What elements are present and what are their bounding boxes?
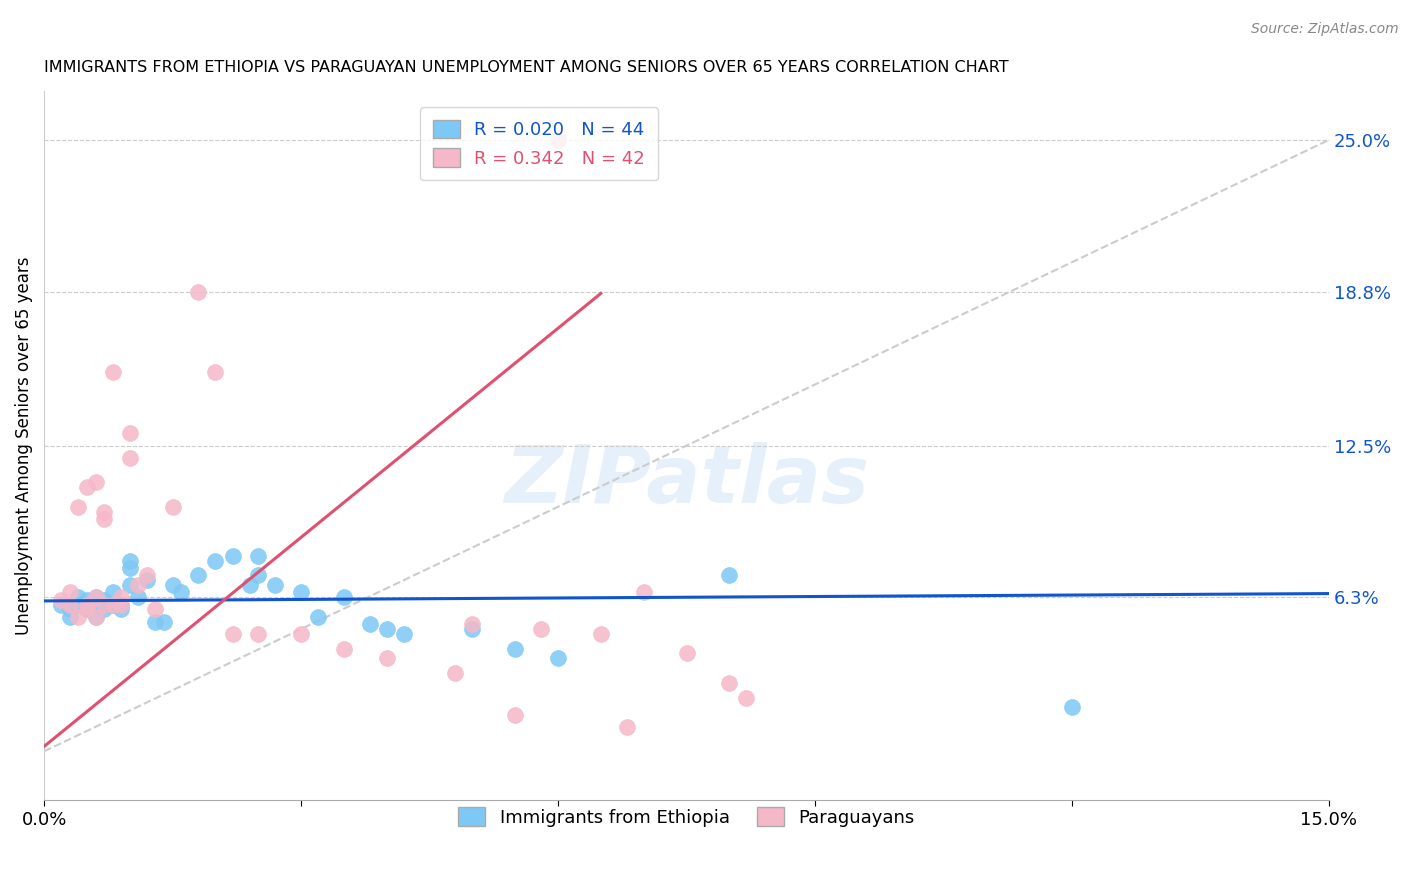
Point <box>118 426 141 441</box>
Point <box>110 591 132 605</box>
Point <box>547 651 569 665</box>
Point <box>170 585 193 599</box>
Point <box>392 627 415 641</box>
Text: ZIPatlas: ZIPatlas <box>503 442 869 520</box>
Point <box>247 627 270 641</box>
Point <box>84 609 107 624</box>
Point <box>239 578 262 592</box>
Point <box>333 641 356 656</box>
Text: Source: ZipAtlas.com: Source: ZipAtlas.com <box>1251 22 1399 37</box>
Point <box>718 568 741 582</box>
Point <box>76 592 98 607</box>
Point <box>93 592 115 607</box>
Point <box>204 553 226 567</box>
Y-axis label: Unemployment Among Seniors over 65 years: Unemployment Among Seniors over 65 years <box>15 256 32 635</box>
Point <box>118 450 141 465</box>
Point <box>67 609 90 624</box>
Point <box>135 568 157 582</box>
Point <box>101 598 124 612</box>
Point <box>84 591 107 605</box>
Point <box>76 602 98 616</box>
Point <box>675 647 697 661</box>
Point <box>307 609 329 624</box>
Point <box>93 602 115 616</box>
Point <box>118 553 141 567</box>
Point <box>375 622 398 636</box>
Point <box>84 475 107 490</box>
Legend: Immigrants from Ethiopia, Paraguayans: Immigrants from Ethiopia, Paraguayans <box>451 800 922 834</box>
Point <box>290 627 312 641</box>
Point <box>718 676 741 690</box>
Point <box>735 690 758 705</box>
Point <box>187 568 209 582</box>
Text: IMMIGRANTS FROM ETHIOPIA VS PARAGUAYAN UNEMPLOYMENT AMONG SENIORS OVER 65 YEARS : IMMIGRANTS FROM ETHIOPIA VS PARAGUAYAN U… <box>44 60 1008 75</box>
Point <box>153 615 176 629</box>
Point <box>633 585 655 599</box>
Point <box>461 617 484 632</box>
Point <box>162 578 184 592</box>
Point <box>145 602 167 616</box>
Point <box>110 602 132 616</box>
Point <box>84 609 107 624</box>
Point <box>76 598 98 612</box>
Point <box>93 598 115 612</box>
Point <box>264 578 287 592</box>
Point <box>76 602 98 616</box>
Point <box>375 651 398 665</box>
Point <box>110 598 132 612</box>
Point <box>67 598 90 612</box>
Point <box>84 598 107 612</box>
Point <box>444 666 467 681</box>
Point <box>127 591 149 605</box>
Point <box>84 591 107 605</box>
Point <box>530 622 553 636</box>
Point <box>547 133 569 147</box>
Point <box>1060 700 1083 714</box>
Point <box>51 592 73 607</box>
Point <box>101 585 124 599</box>
Point <box>76 480 98 494</box>
Point <box>503 641 526 656</box>
Point <box>127 578 149 592</box>
Point <box>616 720 638 734</box>
Point <box>59 602 82 616</box>
Point <box>333 591 356 605</box>
Point <box>118 561 141 575</box>
Point <box>59 598 82 612</box>
Point <box>101 598 124 612</box>
Point <box>145 615 167 629</box>
Point <box>247 568 270 582</box>
Point <box>51 598 73 612</box>
Point <box>93 505 115 519</box>
Point <box>461 622 484 636</box>
Point <box>187 285 209 299</box>
Point <box>359 617 381 632</box>
Point <box>503 707 526 722</box>
Point <box>93 512 115 526</box>
Point <box>59 609 82 624</box>
Point <box>135 573 157 587</box>
Point <box>162 500 184 514</box>
Point <box>221 627 243 641</box>
Point <box>589 627 612 641</box>
Point <box>67 500 90 514</box>
Point <box>290 585 312 599</box>
Point <box>59 585 82 599</box>
Point <box>101 365 124 379</box>
Point <box>93 598 115 612</box>
Point <box>221 549 243 563</box>
Point <box>247 549 270 563</box>
Point <box>204 365 226 379</box>
Point <box>67 591 90 605</box>
Point <box>118 578 141 592</box>
Point <box>110 598 132 612</box>
